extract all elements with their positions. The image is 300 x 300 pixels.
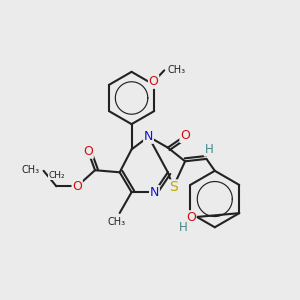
Text: N: N [144,130,153,143]
Text: S: S [169,180,178,194]
Text: O: O [186,211,196,224]
Text: O: O [180,129,190,142]
Text: O: O [83,145,93,158]
Text: N: N [150,186,159,199]
Text: O: O [148,75,158,88]
Text: H: H [205,143,213,156]
Text: CH₂: CH₂ [48,171,65,180]
Text: H: H [179,221,188,234]
Text: CH₃: CH₃ [167,65,185,75]
Text: O: O [72,180,82,193]
Text: CH₃: CH₃ [22,165,40,175]
Text: CH₃: CH₃ [108,217,126,226]
